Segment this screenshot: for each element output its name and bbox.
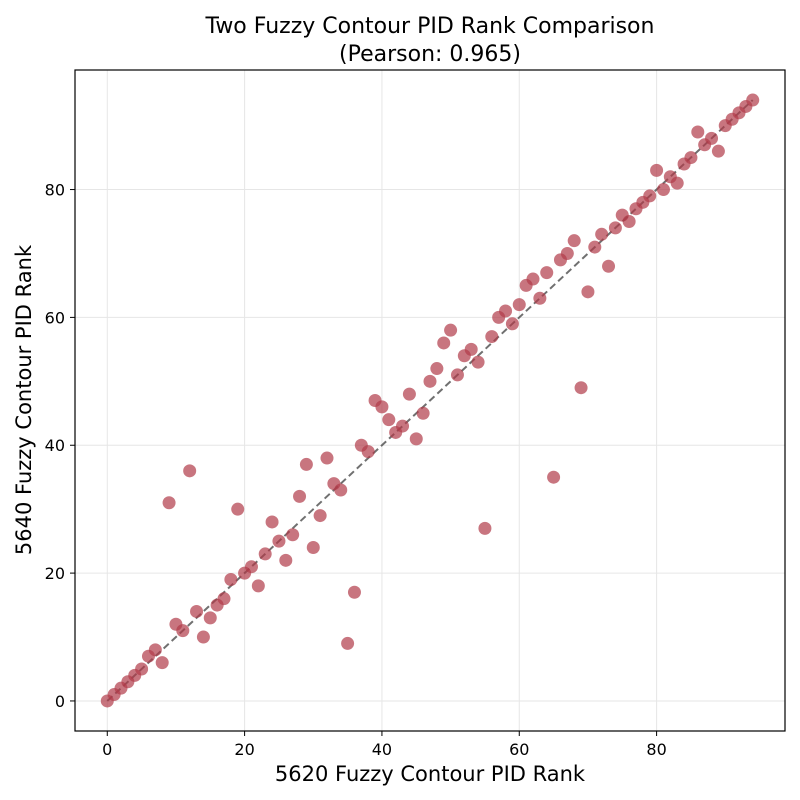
data-point bbox=[320, 451, 334, 465]
data-point bbox=[299, 457, 313, 471]
data-point bbox=[183, 464, 197, 478]
data-point bbox=[691, 125, 705, 139]
reference-line bbox=[106, 99, 754, 702]
data-point bbox=[375, 400, 389, 414]
x-axis-label: 5620 Fuzzy Contour PID Rank bbox=[275, 762, 586, 786]
chart-title: Two Fuzzy Contour PID Rank Comparison bbox=[205, 14, 655, 39]
data-point bbox=[650, 163, 664, 177]
y-tick-label: 80 bbox=[45, 181, 65, 200]
data-point bbox=[581, 285, 595, 299]
y-axis-label: 5640 Fuzzy Contour PID Rank bbox=[12, 244, 36, 555]
data-point bbox=[313, 509, 327, 523]
data-point bbox=[251, 579, 265, 593]
plot-frame bbox=[74, 69, 786, 732]
data-point bbox=[244, 560, 258, 574]
data-point bbox=[334, 483, 348, 497]
data-point bbox=[155, 656, 169, 670]
data-point bbox=[409, 432, 423, 446]
data-point bbox=[396, 419, 410, 433]
data-point bbox=[684, 151, 698, 165]
data-point bbox=[705, 131, 719, 145]
data-point bbox=[361, 445, 375, 459]
data-point bbox=[499, 304, 513, 318]
data-point bbox=[595, 227, 609, 241]
data-point bbox=[746, 93, 760, 107]
data-point bbox=[602, 259, 616, 273]
data-point bbox=[643, 189, 657, 203]
data-point bbox=[293, 489, 307, 503]
data-point bbox=[265, 515, 279, 529]
data-point bbox=[478, 521, 492, 535]
data-point bbox=[711, 144, 725, 158]
x-tick-label: 0 bbox=[102, 740, 112, 759]
data-point bbox=[608, 221, 622, 235]
data-point bbox=[622, 215, 636, 229]
data-point bbox=[135, 662, 149, 676]
data-point bbox=[341, 636, 355, 650]
data-point bbox=[279, 553, 293, 567]
data-point bbox=[148, 643, 162, 657]
data-point bbox=[512, 298, 526, 312]
data-point bbox=[540, 266, 554, 280]
x-tick-label: 80 bbox=[646, 740, 666, 759]
data-point bbox=[347, 585, 361, 599]
axis-ticks: 0 20 40 60 80 0 20 40 60 80 bbox=[45, 181, 667, 759]
data-point bbox=[574, 381, 588, 395]
data-point bbox=[656, 183, 670, 197]
data-point bbox=[423, 374, 437, 388]
data-point bbox=[224, 572, 238, 586]
y-tick-label: 0 bbox=[55, 692, 65, 711]
data-point bbox=[547, 470, 561, 484]
data-point bbox=[560, 246, 574, 260]
data-point bbox=[382, 413, 396, 427]
data-point bbox=[217, 592, 231, 606]
data-point bbox=[196, 630, 210, 644]
data-point bbox=[306, 541, 320, 555]
data-point bbox=[450, 368, 464, 382]
data-point bbox=[444, 323, 458, 337]
data-point bbox=[286, 528, 300, 542]
data-point bbox=[471, 355, 485, 369]
data-point bbox=[162, 496, 176, 510]
data-point bbox=[416, 406, 430, 420]
data-point bbox=[258, 547, 272, 561]
data-point bbox=[670, 176, 684, 190]
x-tick-label: 60 bbox=[509, 740, 529, 759]
data-point bbox=[402, 387, 416, 401]
y-tick-label: 40 bbox=[45, 436, 65, 455]
data-point bbox=[203, 611, 217, 625]
y-tick-label: 20 bbox=[45, 564, 65, 583]
data-point bbox=[485, 330, 499, 344]
data-point bbox=[176, 624, 190, 638]
reference-line-layer bbox=[106, 99, 754, 702]
data-point bbox=[588, 240, 602, 254]
y-tick-label: 60 bbox=[45, 308, 65, 327]
data-point bbox=[272, 534, 286, 548]
data-point bbox=[567, 234, 581, 248]
data-point bbox=[231, 502, 245, 516]
data-point bbox=[430, 362, 444, 376]
data-point bbox=[533, 291, 547, 305]
x-tick-label: 40 bbox=[372, 740, 392, 759]
data-point bbox=[190, 604, 204, 618]
chart-subtitle: (Pearson: 0.965) bbox=[339, 42, 521, 67]
data-points bbox=[100, 93, 760, 708]
x-tick-label: 20 bbox=[234, 740, 254, 759]
data-point bbox=[505, 317, 519, 331]
data-point bbox=[464, 342, 478, 356]
data-point bbox=[526, 272, 540, 286]
data-point bbox=[437, 336, 451, 350]
